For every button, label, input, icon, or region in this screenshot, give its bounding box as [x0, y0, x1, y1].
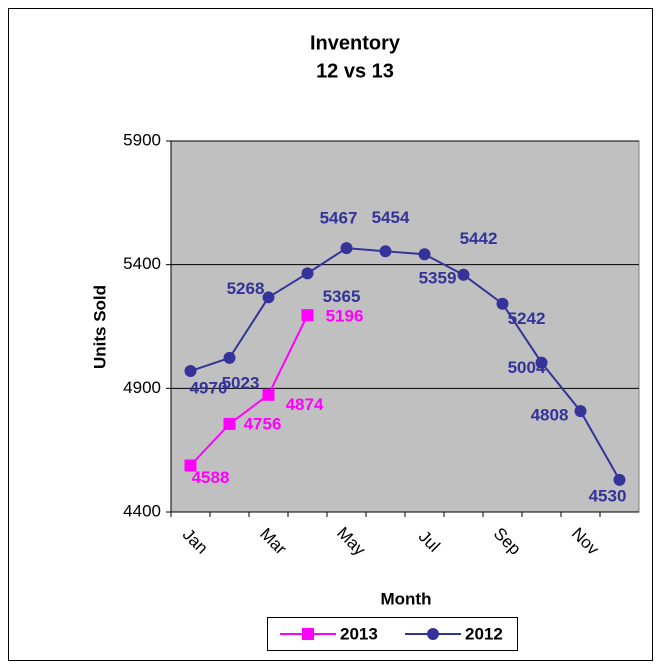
data-label: 5268	[227, 279, 265, 298]
y-tick-label: 5900	[123, 130, 161, 149]
marker	[535, 356, 548, 369]
marker	[427, 628, 439, 640]
data-label: 4874	[286, 395, 324, 414]
data-label: 5359	[419, 268, 457, 287]
series-line	[189, 314, 309, 467]
series-line	[190, 247, 621, 481]
data-label: 5365	[323, 287, 361, 306]
data-label: 5004	[508, 358, 546, 377]
chart-subtitle: 12 vs 13	[316, 60, 394, 82]
marker	[301, 309, 314, 322]
y-tick-label: 4900	[123, 378, 161, 397]
y-axis-label: Units Sold	[90, 285, 109, 369]
legend-label: 2012	[465, 624, 503, 643]
data-label: 4808	[531, 406, 569, 425]
y-tick-label: 5400	[123, 254, 161, 273]
marker	[184, 365, 197, 378]
marker	[223, 351, 236, 364]
data-label: 4970	[190, 379, 228, 398]
marker	[301, 267, 314, 280]
data-label: 4756	[244, 414, 282, 433]
x-axis-label: Month	[381, 589, 432, 608]
marker	[223, 417, 236, 430]
marker	[457, 268, 470, 281]
marker	[496, 297, 509, 310]
marker	[262, 291, 275, 304]
data-label: 5454	[372, 208, 410, 227]
data-label: 5442	[460, 229, 498, 248]
legend-label: 2013	[340, 624, 378, 643]
plot-area	[170, 140, 640, 513]
chart-title: Inventory	[310, 32, 401, 54]
marker	[574, 405, 587, 418]
data-label: 4530	[589, 486, 627, 505]
marker	[340, 242, 353, 255]
data-label: 5196	[326, 307, 364, 326]
marker	[262, 388, 275, 401]
data-label: 5467	[320, 209, 358, 228]
marker	[302, 628, 314, 640]
marker	[184, 459, 197, 472]
data-label: 4588	[192, 468, 230, 487]
marker	[379, 245, 392, 258]
data-label: 5023	[222, 373, 260, 392]
y-tick-label: 4400	[123, 501, 161, 520]
marker	[613, 473, 626, 486]
data-label: 5242	[508, 309, 546, 328]
marker	[418, 248, 431, 261]
